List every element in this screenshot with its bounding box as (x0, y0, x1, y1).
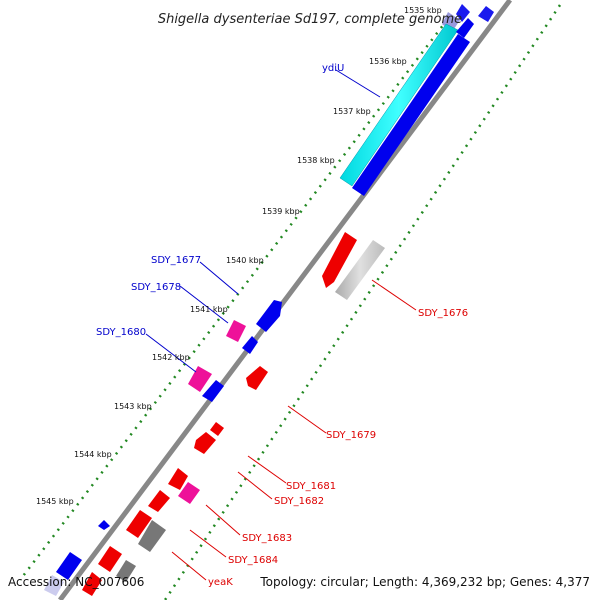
sdy1682-feature[interactable] (194, 432, 216, 454)
sdy1679-feature[interactable] (246, 366, 268, 390)
tick-label: 1545 kbp (36, 497, 74, 506)
sdy1684-feature[interactable] (126, 510, 152, 538)
gene-features (44, 4, 494, 596)
tick-label: 1544 kbp (74, 450, 112, 459)
gene-label-yeaK[interactable]: yeaK (208, 577, 233, 588)
gene-label-sdy1681[interactable]: SDY_1681 (286, 481, 336, 492)
sdy1676-feature[interactable] (335, 240, 385, 300)
gene-label-ydiU[interactable]: ydiU (322, 63, 344, 74)
tick-label: 1538 kbp (297, 156, 335, 165)
ydiU-feature[interactable] (352, 34, 470, 196)
sdy1681-feature[interactable] (210, 422, 224, 436)
map-title: Shigella dysenteriae Sd197, complete gen… (158, 12, 462, 27)
genome-backbone (58, 0, 512, 600)
yeaK-feature[interactable] (98, 546, 122, 572)
gene-arrow[interactable] (138, 520, 166, 552)
sdy1678-feature[interactable] (226, 320, 246, 342)
gene-arrow[interactable] (56, 552, 82, 580)
tick-label: 1535 kbp (404, 6, 442, 15)
leader-lines (145, 69, 417, 581)
gc-inner-track (163, 4, 562, 600)
gene-label-sdy1677[interactable]: SDY_1677 (151, 255, 201, 266)
sdy1684-feature[interactable] (148, 490, 170, 512)
gene-arrow[interactable] (82, 572, 102, 596)
gene-label-sdy1679[interactable]: SDY_1679 (326, 430, 376, 441)
gene-label-sdy1678[interactable]: SDY_1678 (131, 282, 181, 293)
gene-arrow[interactable] (456, 4, 470, 22)
tick-label: 1542 kbp (152, 353, 190, 362)
sdy1683-feature[interactable] (168, 468, 188, 490)
sdy1677-feature[interactable] (256, 300, 282, 332)
tick-label: 1537 kbp (333, 107, 371, 116)
gc-outer-track (19, 19, 448, 581)
tick-label: 1540 kbp (226, 256, 264, 265)
gene-arrow[interactable] (456, 18, 474, 38)
ydiU-feature[interactable] (339, 23, 459, 187)
gene-arrow[interactable] (202, 380, 224, 402)
kbp-ticks: 1535 kbp 1536 kbp 1537 kbp 1538 kbp 1539… (36, 6, 442, 506)
gene-arrow[interactable] (242, 336, 258, 354)
genome-summary: Topology: circular; Length: 4,369,232 bp… (259, 575, 590, 589)
gene-arrow[interactable] (44, 575, 64, 596)
gene-label-sdy1682[interactable]: SDY_1682 (274, 496, 324, 507)
tick-label: 1543 kbp (114, 402, 152, 411)
sdy1676-feature[interactable] (322, 232, 357, 288)
sdy1683-feature[interactable] (178, 482, 200, 504)
gene-arrow[interactable] (98, 520, 110, 530)
gene-arrow[interactable] (478, 6, 494, 22)
gene-label-sdy1684[interactable]: SDY_1684 (228, 555, 278, 566)
gene-label-sdy1680[interactable]: SDY_1680 (96, 327, 146, 338)
gene-label-sdy1676[interactable]: SDY_1676 (418, 308, 468, 319)
gene-arrow[interactable] (116, 560, 136, 582)
tick-label: 1536 kbp (369, 57, 407, 66)
sdy1680-feature[interactable] (188, 366, 212, 392)
tick-label: 1539 kbp (262, 207, 300, 216)
tick-label: 1541 kbp (190, 305, 228, 314)
accession-label: Accession: NC_007606 (8, 575, 144, 589)
gene-labels: ydiU SDY_1677 SDY_1678 SDY_1680 SDY_1676… (96, 63, 468, 588)
gene-label-sdy1683[interactable]: SDY_1683 (242, 533, 292, 544)
